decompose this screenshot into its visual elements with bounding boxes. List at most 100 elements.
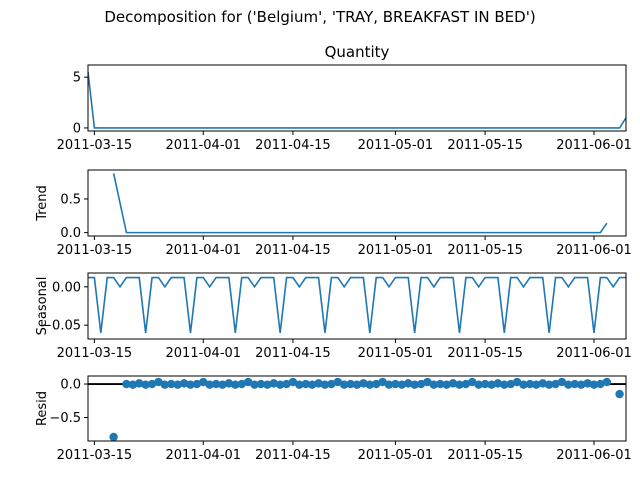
resid-point: [263, 380, 272, 389]
resid-point: [295, 380, 304, 389]
series-line: [88, 72, 626, 129]
resid-point: [551, 379, 560, 389]
resid-point: [519, 380, 528, 389]
resid-point: [167, 379, 176, 389]
resid-point: [275, 380, 285, 389]
resid-point: [301, 379, 310, 389]
y-tick-label: 0.0: [60, 226, 81, 241]
resid-point: [487, 380, 496, 389]
resid-point: [141, 380, 150, 389]
x-tick-label: 2011-06-01: [556, 346, 632, 361]
resid-point: [455, 380, 464, 389]
panel-3: Seasonal 0.00 −0.05 2011-03-15 2011-04-01 201…: [35, 272, 632, 361]
x-tick-label: 2011-04-01: [166, 243, 242, 258]
x-tick-label: 2011-05-15: [447, 243, 523, 258]
resid-point: [480, 379, 490, 389]
x-tick-label: 2011-06-01: [556, 138, 632, 153]
resid-point: [269, 379, 278, 388]
panel-2: Trend 0.0 0.5 2011-03-15 2011-04-01 2011-04-1…: [35, 169, 632, 258]
resid-point: [372, 379, 381, 389]
resid-point: [135, 379, 144, 388]
plot-area: [88, 276, 626, 333]
series-line: [112, 173, 608, 234]
resid-point: [602, 377, 611, 387]
resid-point: [218, 380, 227, 389]
x-tick-label: 2011-04-01: [166, 346, 242, 361]
x-tick-label: 2011-03-15: [57, 138, 133, 153]
resid-point: [448, 379, 458, 388]
resid-point: [384, 380, 394, 389]
x-tick-label: 2011-03-15: [57, 243, 133, 258]
resid-point: [436, 379, 445, 389]
figure-title: Decomposition for ('Belgium', 'TRAY, BRE…: [104, 8, 535, 26]
resid-point: [186, 380, 195, 389]
x-tick-label: 2011-05-15: [447, 448, 523, 463]
resid-point: [346, 379, 355, 389]
x-tick-label: 2011-06-01: [556, 448, 632, 463]
resid-point: [128, 380, 138, 389]
resid-point: [211, 379, 221, 389]
resid-point: [205, 380, 214, 389]
y-tick-label: −0.05: [41, 319, 81, 334]
axes-frame: [87, 272, 627, 340]
resid-point: [231, 380, 240, 389]
resid-point: [512, 377, 522, 387]
y-axis-label: Seasonal: [35, 277, 50, 336]
axes-frame: [87, 375, 627, 442]
resid-point: [160, 380, 170, 389]
resid-point: [442, 380, 451, 389]
x-tick-label: 2011-05-01: [358, 448, 434, 463]
x-tick-label: 2011-04-15: [255, 448, 331, 463]
panel-title: Quantity: [325, 43, 390, 61]
resid-point: [410, 380, 419, 389]
panel-4: Resid 0.0 −0.5 2011-03-15 2011-04-01 2011-04-…: [35, 375, 632, 463]
x-tick-label: 2011-04-15: [255, 243, 331, 258]
resid-point: [109, 432, 118, 441]
resid-point: [339, 380, 349, 389]
resid-point: [564, 380, 573, 389]
resid-point: [333, 377, 342, 387]
resid-point: [282, 379, 291, 389]
resid-point: [461, 379, 471, 389]
resid-point: [359, 379, 368, 388]
y-tick-label: −0.5: [49, 411, 81, 426]
resid-point: [352, 380, 362, 389]
x-tick-label: 2011-04-01: [166, 448, 242, 463]
resid-point: [474, 380, 483, 389]
resid-point: [237, 379, 246, 389]
plot-area: [88, 72, 626, 129]
resid-point: [532, 380, 541, 389]
x-tick-label: 2011-04-01: [166, 138, 242, 153]
resid-point: [506, 379, 515, 389]
resid-point: [391, 379, 400, 389]
resid-point: [378, 377, 387, 387]
resid-point: [199, 377, 208, 387]
resid-point: [525, 379, 535, 389]
resid-point: [596, 379, 605, 389]
x-tick-label: 2011-05-01: [358, 346, 434, 361]
resid-point: [423, 377, 432, 387]
y-tick-label: 5: [73, 71, 81, 86]
y-tick-label: 0: [73, 121, 81, 136]
resid-point: [589, 380, 599, 389]
plot-area: [88, 377, 626, 441]
x-tick-label: 2011-03-15: [57, 346, 133, 361]
resid-point: [320, 380, 330, 389]
resid-point: [243, 377, 253, 387]
resid-point: [307, 380, 317, 389]
plot-area: [112, 173, 608, 234]
resid-point: [288, 377, 298, 387]
chart-panels: Quantity 0 5 2011-03-15 2011-04-01 2011-04-15…: [35, 43, 632, 463]
resid-point: [250, 380, 259, 389]
resid-point: [154, 377, 163, 387]
series-line: [88, 276, 626, 333]
resid-point: [544, 380, 554, 389]
resid-point: [314, 379, 323, 388]
y-tick-label: 0.0: [60, 378, 81, 393]
resid-point: [493, 379, 503, 388]
y-axis-label: Trend: [35, 185, 50, 222]
y-tick-label: 0.5: [60, 192, 81, 207]
resid-point: [538, 379, 547, 388]
x-tick-label: 2011-06-01: [556, 243, 632, 258]
